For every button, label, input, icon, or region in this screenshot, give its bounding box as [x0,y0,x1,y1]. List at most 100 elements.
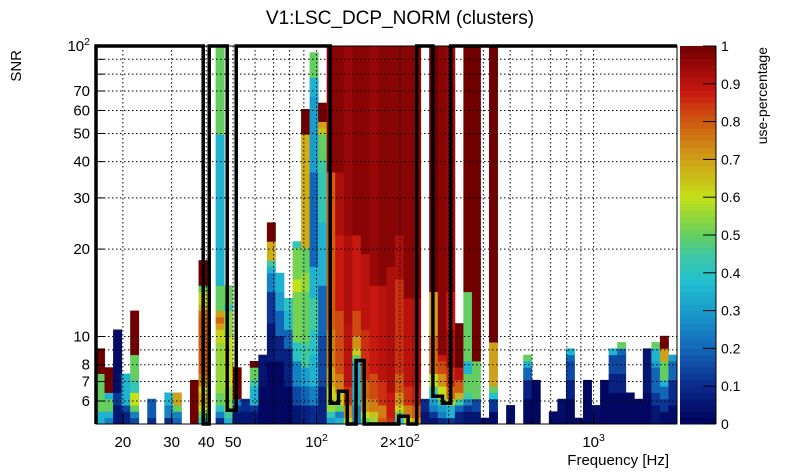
y-axis: 6 78 10 20 30 40 50 60 70 102 [67,36,104,410]
heatmap-cell [283,386,293,425]
colorbar-segment [680,184,716,192]
heatmap-cell [215,46,225,135]
heatmap-cell [283,348,293,387]
heatmap-cell [96,373,105,412]
heatmap-cell [523,379,533,400]
heatmap-cell [172,392,182,406]
heatmap-cell [172,417,182,425]
heatmap-cell [335,411,345,419]
heatmap-cell [668,354,678,362]
heatmap-cell [309,172,319,267]
heatmap-cell [326,398,336,412]
heatmap-cell [283,329,293,349]
heatmap-cell [301,291,310,343]
heatmap-cell [437,386,447,400]
heatmap-cell [377,285,387,381]
colorbar-segment [680,121,716,129]
heatmap-cell [309,96,319,173]
heatmap-cell [360,46,370,255]
colorbar-segment [680,209,716,217]
heatmap-cell [249,379,259,387]
heatmap-cell [266,361,276,425]
colorbar-segment [680,134,716,141]
heatmap-cell [215,310,225,318]
colorbar-segment [680,253,716,261]
heatmap-cell [318,285,328,337]
heatmap-cell [395,405,404,412]
heatmap-cell [130,310,140,356]
heatmap-cell [352,335,362,349]
heatmap-cell [377,46,387,286]
colorbar-segment [680,235,716,242]
colorbar-segment [680,165,716,173]
heatmap-cell [668,361,678,381]
heatmap-cell [651,342,661,349]
heatmap-cell [301,134,310,248]
heatmap-cell [369,373,379,400]
heatmap-cell [215,417,225,425]
colorbar-segment [680,392,716,400]
heatmap-cell [429,411,439,419]
y-tick-label: 60 [73,102,90,119]
heatmap-cell [215,329,225,343]
colorbar-segment [680,46,716,53]
colorbar-segment [680,367,716,375]
heatmap-cell [531,379,541,425]
colorbar-segment [680,71,716,78]
heatmap-cell [386,417,396,425]
heatmap-cell [335,235,345,311]
colorbar-segment [680,285,716,293]
heatmap-cell [215,342,225,393]
y-tick-label: 40 [73,154,90,171]
colorbar-tick-label: 0.3 [721,303,741,319]
colorbar-segment [680,247,716,255]
heatmap-cell [113,329,123,393]
heatmap-cell [249,386,259,406]
heatmap-cell [437,373,447,387]
y-tick-label: 7 [82,374,90,391]
x-axis: 20 30 40 50 102 2×102 103 [115,413,605,451]
heatmap-cell [318,121,328,129]
heatmap-cell [463,291,473,362]
heatmap-cell [608,373,618,393]
heatmap-cell [275,291,285,311]
heatmap-cell [189,379,199,425]
colorbar-segment [680,140,716,148]
heatmap-cell [164,392,174,406]
colorbar-tick-label: 0.1 [721,378,741,394]
heatmap-cell [318,134,328,160]
heatmap-cell [215,316,225,324]
heatmap-cell [283,298,293,311]
heatmap-cell [377,379,387,406]
heatmap-cell [343,235,353,324]
heatmap-cell [309,77,319,97]
colorbar-segment [680,298,716,305]
heatmap-cell [104,411,114,419]
colorbar-tick-label: 0.7 [721,151,741,167]
heatmap-cell [266,291,276,324]
heatmap-cell [489,386,498,393]
heatmap-cell [232,411,242,425]
heatmap-cell [429,398,439,406]
colorbar-segment [680,304,716,312]
heatmap-cell [130,392,140,406]
colorbar-segment [680,310,716,318]
colorbar-tick-label: 0.2 [721,340,741,356]
y-tick-label: 30 [73,190,90,207]
colorbar-segment [680,241,716,249]
colorbar-segment [680,316,716,324]
y-tick-label: 20 [73,241,90,258]
heatmap-cell [395,46,404,236]
heatmap-cell [130,354,140,381]
colorbar-segment [680,379,716,387]
heatmap-cell [463,392,473,400]
heatmap-cell [266,272,276,293]
heatmap-cell [326,411,336,419]
colorbar-segment [680,172,716,179]
heatmap-cell [352,354,362,362]
colorbar-tick-label: 0.9 [721,76,741,92]
heatmap-cell [309,405,319,425]
heatmap-cell [463,398,473,406]
colorbar-tick-label: 0 [721,416,729,432]
